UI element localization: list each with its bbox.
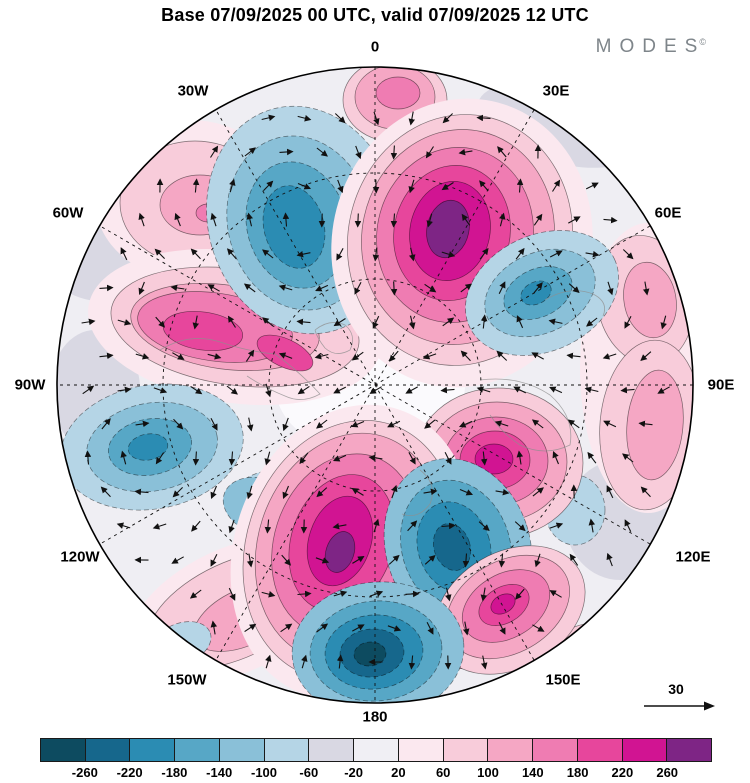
lon-label-120e: 120E [675, 548, 711, 566]
colorbar: -260 -220 -180 -140 -100 -60 -20 20 60 100 140 180 2… [40, 738, 712, 783]
colorbar-segment [354, 739, 399, 761]
colorbar-tick-label: -180 [161, 765, 188, 780]
colorbar-tick-label: 140 [521, 765, 544, 780]
colorbar-segment [41, 739, 86, 761]
reference-vector-arrow-icon [644, 701, 715, 711]
colorbar-segment [533, 739, 578, 761]
copyright-mark: © [699, 36, 706, 47]
colorbar-tick-labels: -260 -220 -180 -140 -100 -60 -20 20 60 100 140 180 2… [40, 765, 712, 783]
colorbar-tick-label: 100 [477, 765, 499, 780]
lon-label-30w: 30W [177, 82, 209, 100]
lon-label-60w: 60W [52, 204, 84, 222]
lon-label-180: 180 [362, 708, 388, 726]
colorbar-segment [443, 739, 489, 761]
colorbar-segment [577, 739, 623, 761]
lon-label-0: 0 [370, 38, 380, 56]
colorbar-tick-label: -60 [299, 765, 319, 780]
lon-label-150w: 150W [167, 671, 207, 689]
colorbar-segment [219, 739, 265, 761]
colorbar-segment [264, 739, 310, 761]
colorbar-segment [85, 739, 131, 761]
page-title: Base 07/09/2025 00 UTC, valid 07/09/2025… [161, 5, 589, 25]
lon-label-90e: 90E [707, 376, 735, 394]
colorbar-tick-label: 20 [391, 765, 406, 780]
colorbar-segment [130, 739, 176, 761]
colorbar-tick-label: 60 [435, 765, 451, 780]
lon-label-120w: 120W [60, 548, 100, 566]
modes-logo: MODES© [596, 36, 706, 58]
colorbar-segment [398, 739, 444, 761]
colorbar-segment [667, 739, 712, 761]
colorbar-segment [309, 739, 355, 761]
lon-label-150e: 150E [545, 671, 581, 689]
colorbar-segment [622, 739, 668, 761]
wind-vectors [81, 111, 670, 670]
modes-logo-text: MODES [595, 36, 706, 57]
colorbar-tick-label: -100 [250, 765, 278, 780]
graticule [57, 67, 693, 703]
colorbar-tick-label: -140 [206, 765, 233, 780]
lon-label-60e: 60E [654, 204, 682, 222]
colorbar-tick-label: -220 [116, 765, 143, 780]
colorbar-segment [175, 739, 220, 761]
colorbar-tick-label: 180 [566, 765, 589, 780]
colorbar-tick-label: 260 [656, 765, 679, 780]
lon-label-90w: 90W [14, 376, 46, 394]
map-boundary [56, 66, 694, 704]
lon-label-30e: 30E [542, 82, 570, 100]
colorbar-scale [40, 738, 712, 762]
anomaly-field [57, 67, 693, 703]
colorbar-tick-label: -20 [344, 765, 363, 780]
reference-vector-label: 30 [668, 681, 684, 697]
colorbar-segment [488, 739, 534, 761]
colorbar-tick-label: -260 [71, 765, 98, 780]
colorbar-tick-label: 220 [611, 765, 634, 780]
